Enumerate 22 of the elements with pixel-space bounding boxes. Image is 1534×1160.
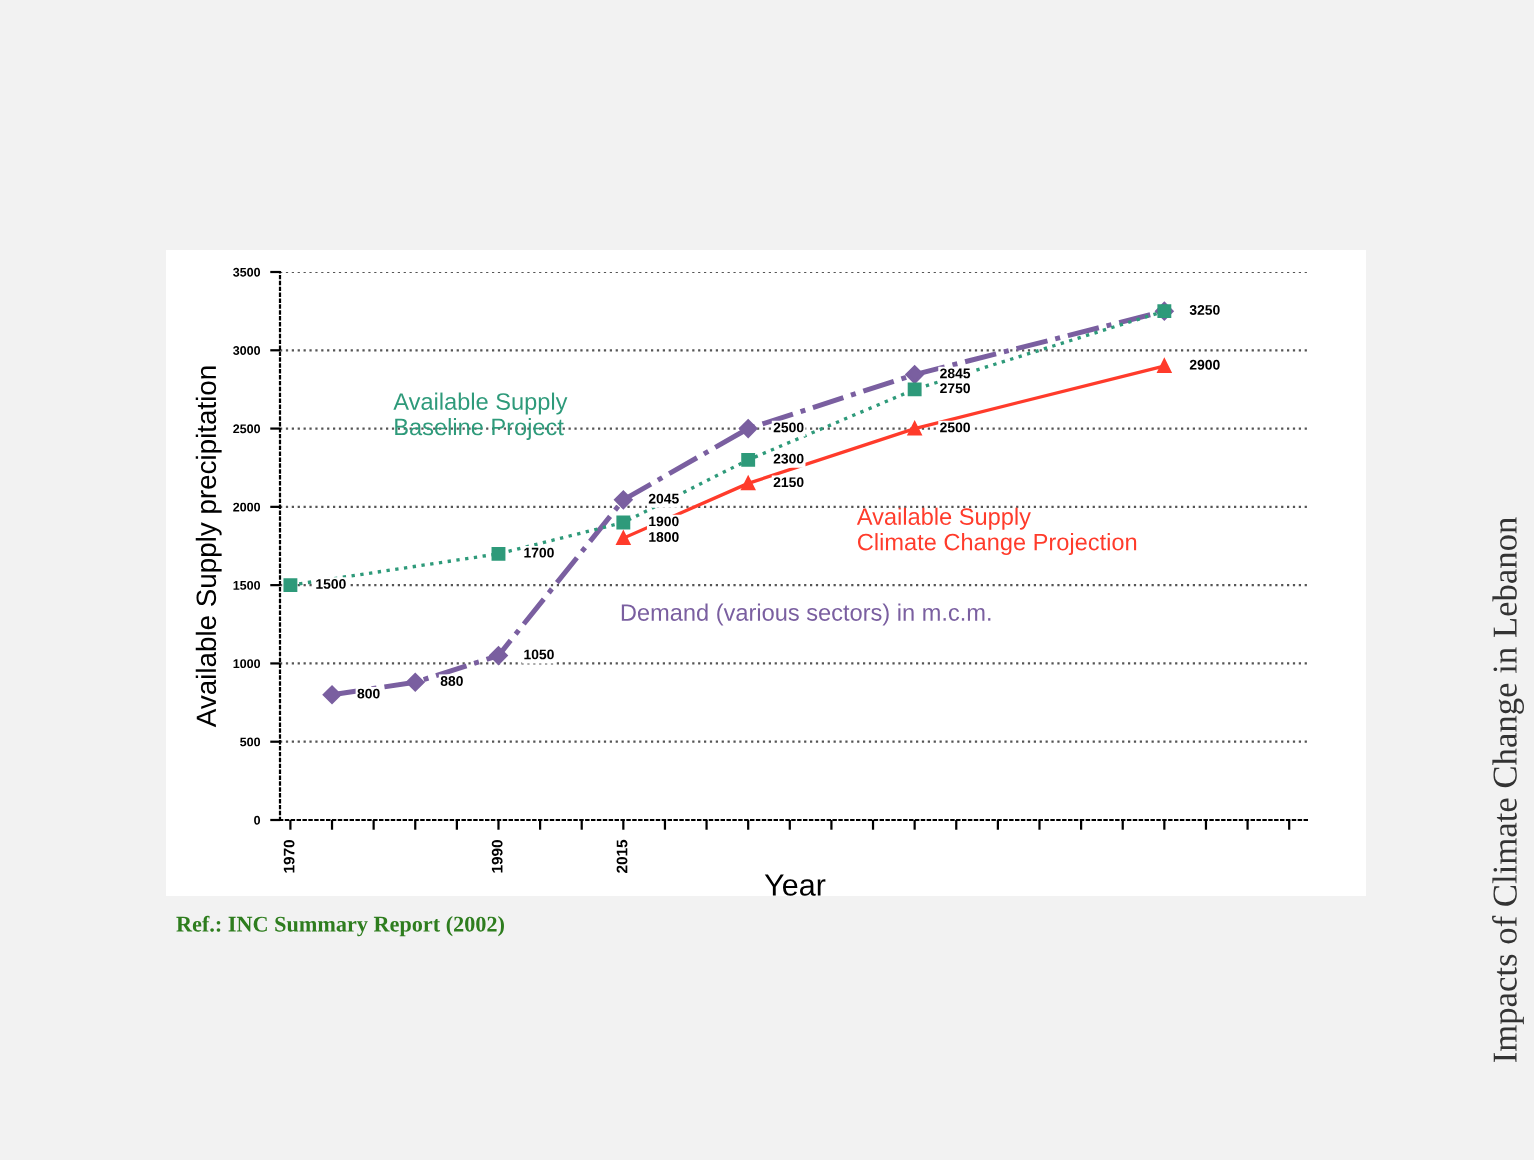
text: Impacts of Climate Change in Lebanon [1492, 517, 1524, 1063]
y-axis-title: Available Supply precipitation [195, 366, 222, 728]
point [489, 646, 508, 665]
point [905, 365, 924, 384]
point [614, 490, 633, 510]
text: Available Supply Climate Change Projection [856, 507, 1137, 556]
point [616, 531, 631, 546]
point [741, 476, 756, 491]
point [1157, 359, 1172, 373]
point [322, 685, 342, 704]
text: Ref.: INC Summary Report (2002) [176, 915, 504, 937]
x-axis-title: Year [764, 874, 826, 896]
point [491, 546, 506, 561]
point [907, 421, 922, 436]
point [738, 419, 758, 438]
point [907, 382, 922, 397]
point [741, 452, 756, 467]
point [616, 515, 631, 530]
text: Available Supply Baseline Project [393, 392, 568, 440]
point [406, 672, 425, 692]
text: Demand (various sectors) in m.c.m. [621, 603, 991, 626]
point [283, 578, 298, 593]
